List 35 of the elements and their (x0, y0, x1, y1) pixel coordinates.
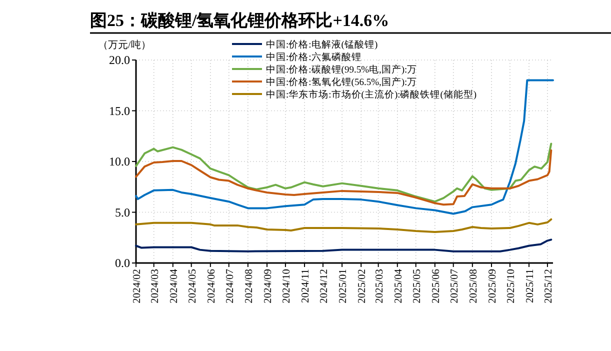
x-tick-label: 2024/09 (263, 269, 274, 304)
x-tick-label: 2025/11 (525, 269, 536, 304)
x-tick-label: 2024/05 (187, 269, 198, 304)
x-tick-label: 2025/09 (487, 269, 498, 304)
legend-label: 中国:价格:电解液(锰酸锂) (266, 38, 378, 50)
x-tick-label: 2025/07 (449, 269, 460, 304)
x-tick-label: 2025/08 (468, 269, 480, 304)
x-tick-label: 2025/03 (374, 269, 386, 304)
x-tick-label: 2024/12 (318, 269, 330, 304)
x-tick-label: 2024/07 (224, 269, 236, 304)
x-tick-label: 2025/04 (393, 268, 404, 304)
legend-label: 中国:华东市场:市场价(主流价):磷酸铁锂(储能型) (266, 88, 477, 100)
chart-title: 图25：碳酸锂/氢氧化锂价格环比+14.6% (90, 11, 390, 30)
y-tick-label: 10.0 (109, 154, 130, 168)
x-tick-label: 2025/12 (543, 269, 554, 304)
y-tick-label: 5.0 (115, 205, 130, 220)
y-axis-title: （万元/吨） (98, 39, 151, 51)
y-tick-label: 20.0 (109, 53, 130, 67)
x-tick-label: 2024/08 (244, 269, 255, 304)
x-tick-label: 2024/04 (168, 268, 180, 304)
x-tick-label: 2024/10 (281, 269, 292, 304)
x-tick-label: 2025/02 (357, 269, 368, 304)
legend-label: 中国:价格:六氟磷酸锂 (266, 51, 362, 63)
x-tick-label: 2024/11 (300, 269, 312, 304)
y-tick-label: 0.0 (115, 256, 130, 270)
x-tick-label: 2024/02 (132, 269, 143, 304)
legend-label: 中国:价格:碳酸锂(99.5%电,国产):万 (266, 64, 418, 76)
x-tick-label: 2024/03 (150, 269, 161, 304)
legend-label: 中国:价格:氢氧化锂(56.5%,国产):万 (266, 76, 418, 88)
x-tick-label: 2025/06 (430, 269, 442, 304)
x-tick-label: 2024/06 (206, 269, 218, 304)
x-tick-label: 2025/10 (506, 269, 517, 304)
y-tick-label: 15.0 (109, 104, 130, 118)
x-tick-label: 2025/05 (412, 269, 423, 304)
x-tick-label: 2025/01 (338, 269, 350, 304)
